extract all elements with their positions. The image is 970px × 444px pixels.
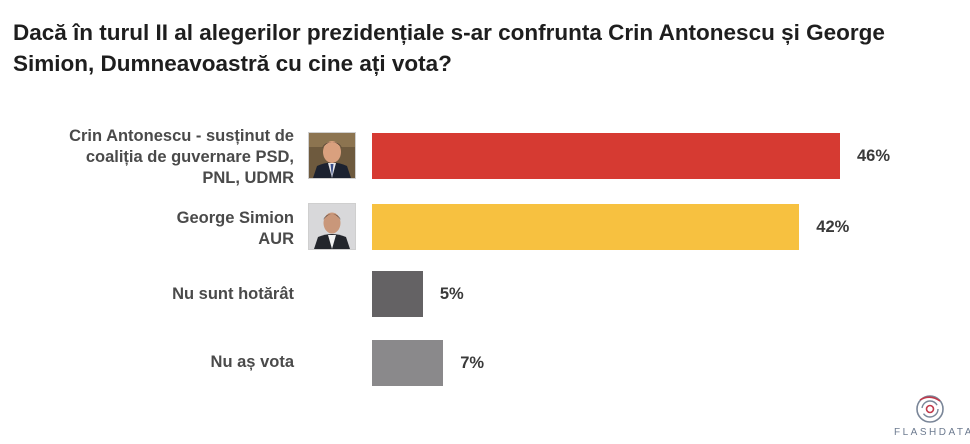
bar-simion [372,204,800,250]
category-label-antonescu: Crin Antonescu - susținut de coaliția de… [69,126,294,189]
chart-title: Dacă în turul II al alegerilor prezidenț… [13,20,885,76]
category-label-line: PNL, UDMR [202,169,294,187]
category-label-no-vote: Nu aș vota [210,353,294,371]
category-label-line: George Simion [176,209,294,227]
bar-no-vote [372,340,444,386]
category-label-line: coaliția de guvernare PSD, [85,148,294,166]
bar-antonescu [372,133,840,179]
antonescu-photo [308,132,356,179]
flashdata-logo-icon [916,395,944,423]
category-label-line: AUR [258,230,294,248]
value-label-antonescu: 46% [857,147,891,165]
value-label-undecided: 5% [439,285,464,303]
category-label-line: Crin Antonescu - susținut de [69,127,294,145]
category-label-simion: George Simion AUR [177,208,294,250]
value-label-no-vote: 7% [460,354,485,372]
brand-name: FLASHDATA [894,427,970,438]
simion-photo [308,203,356,250]
bar-undecided [372,271,423,317]
value-label-simion: 42% [816,218,850,236]
category-label-undecided: Nu sunt hotărât [172,285,294,303]
